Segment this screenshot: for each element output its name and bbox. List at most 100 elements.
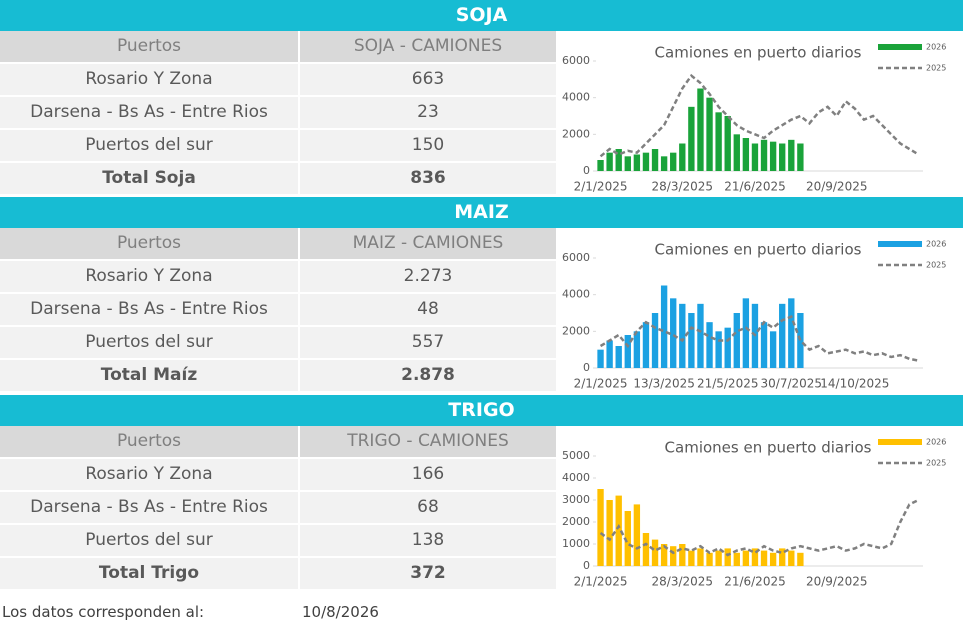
bar bbox=[660, 544, 668, 566]
table-cell: Darsena - Bs As - Entre Rios bbox=[0, 492, 300, 525]
y-tick-label: 4000 bbox=[562, 288, 590, 301]
bar bbox=[733, 134, 740, 171]
bar bbox=[670, 298, 677, 368]
bar bbox=[779, 548, 786, 566]
table-cell: Darsena - Bs As - Entre Rios bbox=[0, 97, 300, 130]
bar bbox=[724, 327, 731, 368]
table-cell: 23 bbox=[300, 97, 558, 130]
bar bbox=[760, 322, 768, 368]
bar bbox=[769, 141, 777, 171]
line bbox=[599, 315, 919, 362]
bar bbox=[724, 116, 731, 171]
x-tick-label: 28/3/2025 bbox=[652, 180, 714, 194]
bar bbox=[597, 160, 604, 171]
table-cell: 663 bbox=[300, 64, 558, 97]
y-tick-label: 0 bbox=[583, 164, 590, 177]
x-tick-label: 14/10/2025 bbox=[820, 377, 889, 391]
footer-date: 10/8/2026 bbox=[302, 603, 379, 621]
x-tick-label: 21/5/2025 bbox=[697, 377, 759, 391]
table-header-cell: SOJA - CAMIONES bbox=[300, 31, 558, 64]
table-header-cell: Puertos bbox=[0, 31, 300, 64]
bar bbox=[624, 335, 631, 368]
bar bbox=[688, 106, 695, 171]
legend-label: 2025 bbox=[926, 64, 946, 73]
bar bbox=[760, 139, 768, 171]
bar bbox=[742, 550, 750, 566]
line bbox=[599, 73, 920, 158]
y-tick-label: 0 bbox=[583, 559, 590, 572]
table-cell: 557 bbox=[300, 327, 558, 360]
table-cell: 2.878 bbox=[300, 360, 558, 393]
legend-swatch bbox=[878, 241, 922, 247]
bar bbox=[679, 303, 686, 368]
bar bbox=[797, 143, 804, 171]
y-tick-label: 6000 bbox=[562, 251, 590, 264]
bar bbox=[606, 500, 613, 566]
bar bbox=[715, 550, 722, 566]
legend-swatch bbox=[878, 44, 922, 50]
bar bbox=[733, 313, 740, 368]
bar bbox=[651, 539, 659, 566]
footer-label: Los datos corresponden al: bbox=[2, 603, 205, 621]
table-cell: 2.273 bbox=[300, 261, 558, 294]
bar bbox=[670, 152, 677, 171]
bar bbox=[670, 546, 677, 566]
bar bbox=[606, 340, 613, 368]
bar bbox=[715, 112, 722, 171]
bar bbox=[642, 322, 650, 368]
bar bbox=[706, 552, 713, 566]
table-header-cell: Puertos bbox=[0, 228, 300, 261]
bar bbox=[797, 313, 804, 368]
chart-title: Camiones en puerto diarios bbox=[665, 439, 872, 457]
table-cell: Rosario Y Zona bbox=[0, 64, 300, 97]
bar bbox=[679, 143, 686, 171]
legend-label: 2025 bbox=[926, 459, 946, 468]
section-title: TRIGO bbox=[0, 395, 963, 426]
chart: Camiones en puerto diarios 0 2000 4000 6000 2… bbox=[558, 31, 963, 196]
x-tick-label: 13/3/2025 bbox=[633, 377, 695, 391]
bar bbox=[697, 303, 704, 368]
chart-title: Camiones en puerto diarios bbox=[655, 241, 862, 259]
bar bbox=[624, 511, 631, 566]
y-tick-label: 2000 bbox=[562, 515, 590, 528]
x-tick-label: 21/6/2025 bbox=[724, 180, 786, 194]
x-tick-label: 30/7/2025 bbox=[761, 377, 823, 391]
bar bbox=[760, 550, 768, 566]
table-cell: Total Soja bbox=[0, 163, 300, 196]
y-tick-label: 1000 bbox=[562, 537, 590, 550]
table-cell: 48 bbox=[300, 294, 558, 327]
section-title: SOJA bbox=[0, 0, 963, 31]
bar bbox=[788, 550, 795, 566]
bar bbox=[788, 139, 795, 171]
bar bbox=[779, 303, 786, 368]
bar bbox=[742, 298, 750, 368]
bar bbox=[715, 331, 722, 368]
bar bbox=[606, 152, 613, 171]
bar bbox=[615, 495, 622, 566]
bar bbox=[633, 331, 641, 368]
table-cell: Total Trigo bbox=[0, 558, 300, 591]
table-cell: Rosario Y Zona bbox=[0, 261, 300, 294]
chart: Camiones en puerto diarios 0 1000 2000 3000 4… bbox=[558, 426, 963, 591]
table-cell: 166 bbox=[300, 459, 558, 492]
bar bbox=[597, 349, 604, 368]
y-tick-label: 0 bbox=[583, 361, 590, 374]
bar bbox=[751, 143, 759, 171]
x-tick-label: 20/9/2025 bbox=[806, 575, 868, 589]
y-tick-label: 2000 bbox=[562, 324, 590, 337]
chart: Camiones en puerto diarios 0 2000 4000 6000 2… bbox=[558, 228, 963, 393]
bar bbox=[779, 143, 786, 171]
bar bbox=[642, 152, 650, 171]
bar bbox=[733, 552, 740, 566]
table-header-cell: TRIGO - CAMIONES bbox=[300, 426, 558, 459]
y-tick-label: 6000 bbox=[562, 54, 590, 67]
table-cell: 372 bbox=[300, 558, 558, 591]
bar bbox=[688, 550, 695, 566]
table-cell: Puertos del sur bbox=[0, 327, 300, 360]
table-cell: Puertos del sur bbox=[0, 130, 300, 163]
y-tick-label: 4000 bbox=[562, 91, 590, 104]
bar bbox=[688, 313, 695, 368]
bar bbox=[697, 88, 704, 171]
legend-label: 2026 bbox=[926, 438, 946, 447]
